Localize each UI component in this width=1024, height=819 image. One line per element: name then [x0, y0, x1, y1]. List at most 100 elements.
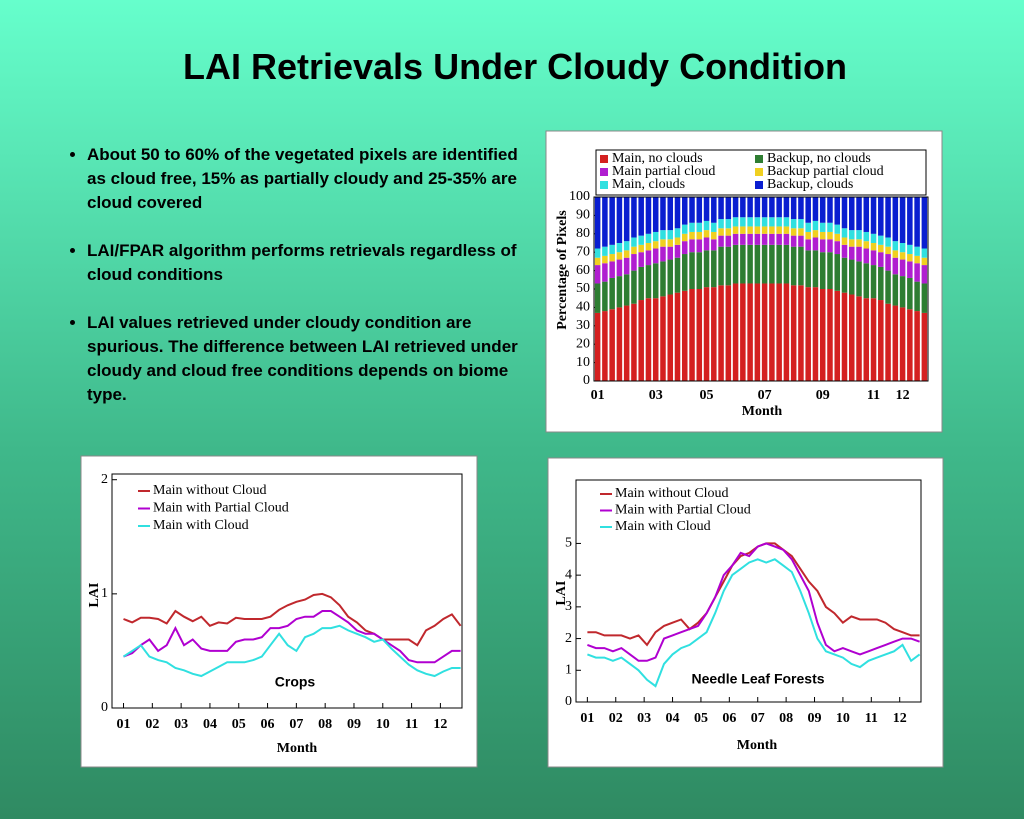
bar-segment: [725, 228, 732, 236]
bar-segment: [892, 241, 899, 251]
legend-swatch: [755, 181, 763, 189]
bar-segment: [856, 239, 862, 247]
bar-segment: [616, 307, 623, 381]
bar-segment: [841, 197, 848, 229]
bar-segment: [827, 197, 833, 223]
bar-segment: [769, 197, 775, 218]
bar-segment: [790, 235, 797, 247]
bar-segment: [689, 197, 695, 223]
bar-segment: [623, 241, 630, 251]
bar-segment: [914, 263, 920, 282]
y-tick-label: 90: [576, 208, 590, 223]
legend-label: Backup partial cloud: [767, 164, 884, 179]
bar-segment: [623, 305, 630, 381]
bar-segment: [783, 217, 790, 227]
bar-segment: [631, 254, 637, 271]
bar-segment: [740, 244, 746, 284]
bar-segment: [805, 197, 811, 223]
bar-segment: [754, 197, 761, 218]
bar-segment: [674, 197, 681, 229]
y-tick-label: 1: [101, 586, 108, 601]
y-tick-label: 2: [101, 472, 108, 487]
bar-segment: [870, 243, 877, 251]
bullet: LAI/FPAR algorithm performs retrievals r…: [87, 239, 527, 287]
bar-segment: [761, 217, 768, 227]
bar-segment: [907, 309, 913, 381]
legend-label: Main, no clouds: [612, 151, 703, 166]
bar-segment: [914, 197, 920, 247]
annotation: Needle Leaf Forests: [691, 671, 824, 687]
bar-segment: [841, 292, 848, 381]
bar-segment: [718, 197, 724, 220]
bar-segment: [805, 222, 811, 232]
bar-segment: [776, 244, 782, 284]
bar-segment: [747, 244, 753, 284]
bar-segment: [638, 300, 644, 381]
legend-label: Main with Partial Cloud: [153, 501, 289, 516]
bar-segment: [878, 252, 884, 267]
y-axis-label: Percentage of Pixels: [555, 210, 570, 330]
bar-segment: [711, 197, 717, 223]
x-tick-label: 04: [666, 711, 680, 726]
x-tick-label: 10: [376, 717, 390, 732]
bar-segment: [740, 217, 746, 227]
bar-segment: [790, 197, 797, 220]
x-tick-label: 06: [722, 711, 736, 726]
bar-segment: [790, 228, 797, 236]
bar-segment: [863, 231, 870, 242]
bar-segment: [907, 277, 913, 310]
legend-label: Main with Cloud: [153, 518, 249, 533]
bar-segment: [667, 246, 673, 260]
x-tick-label: 03: [637, 711, 651, 726]
bar-segment: [819, 239, 826, 253]
y-tick-label: 10: [576, 355, 590, 370]
bar-segment: [696, 289, 703, 381]
bar-segment: [849, 197, 855, 231]
bar-segment: [856, 230, 862, 240]
bar-segment: [776, 217, 782, 227]
bar-segment: [609, 254, 615, 262]
bar-segment: [740, 197, 746, 218]
bar-segment: [682, 254, 688, 291]
bar-segment: [616, 252, 623, 260]
bar-segment: [783, 197, 790, 218]
bar-segment: [602, 197, 608, 247]
bar-segment: [819, 222, 826, 232]
bar-segment: [819, 252, 826, 289]
bar-segment: [718, 228, 724, 236]
x-axis-label: Month: [277, 741, 318, 756]
x-tick-label: 07: [289, 717, 303, 732]
bar-segment: [602, 246, 608, 256]
bar-segment: [682, 233, 688, 242]
bar-segment: [798, 228, 804, 236]
bar-segment: [812, 230, 819, 238]
x-tick-label: 03: [649, 388, 663, 403]
bar-segment: [899, 243, 906, 253]
bar-segment: [885, 254, 891, 271]
bar-segment: [761, 233, 768, 245]
bar-segment: [834, 197, 840, 225]
bar-segment: [870, 298, 877, 381]
bar-segment: [594, 265, 601, 284]
y-tick-label: 70: [576, 244, 590, 259]
bar-segment: [827, 289, 833, 381]
y-tick-label: 0: [583, 373, 590, 388]
bar-segment: [761, 244, 768, 284]
legend-swatch: [755, 168, 763, 176]
bar-segment: [921, 248, 928, 258]
bar-segment: [689, 231, 695, 240]
bar-segment: [747, 197, 753, 218]
bar-segment: [703, 237, 710, 251]
slide-title: LAI Retrievals Under Cloudy Condition: [182, 46, 848, 87]
bar-segment: [718, 219, 724, 229]
line-series: [587, 542, 920, 662]
bar-segment: [667, 294, 673, 381]
x-axis-label: Month: [737, 738, 778, 753]
x-tick-label: 09: [816, 388, 830, 403]
bar-segment: [645, 197, 652, 234]
legend-label: Main without Cloud: [153, 483, 267, 498]
bar-segment: [696, 197, 703, 223]
bar-segment: [725, 285, 732, 381]
x-tick-label: 05: [700, 388, 714, 403]
